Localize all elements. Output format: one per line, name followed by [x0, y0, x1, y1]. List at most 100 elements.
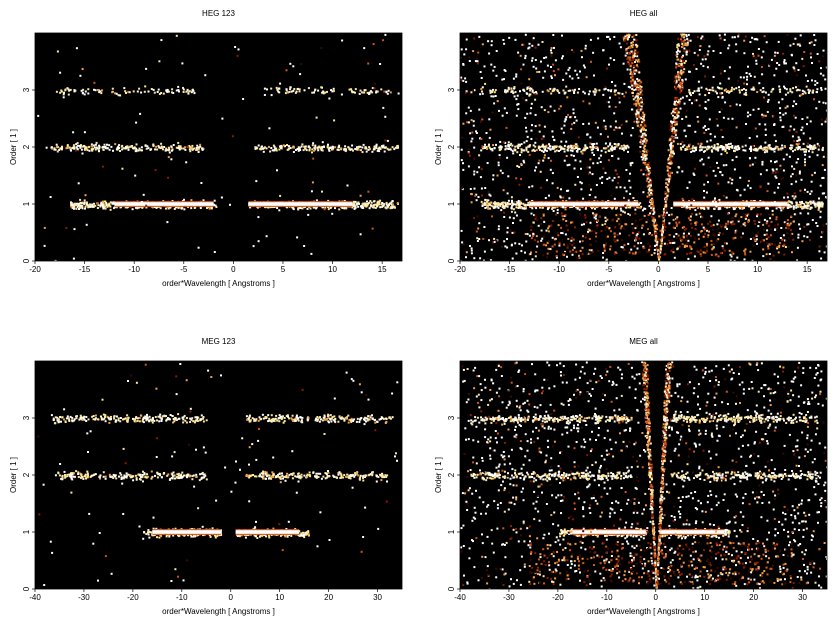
order-1-pixel	[539, 206, 542, 209]
noise-pixel	[521, 244, 523, 247]
low-order-pixel	[694, 237, 697, 240]
noise-pixel	[717, 149, 720, 152]
order-2-pixel	[170, 149, 173, 152]
noise-pixel	[620, 246, 623, 248]
order-1-pixel	[687, 206, 690, 209]
noise-pixel	[462, 63, 465, 65]
order-1-pixel	[208, 207, 211, 210]
order-3-pixel	[350, 90, 353, 93]
order-2-pixel	[749, 145, 752, 148]
low-order-pixel	[684, 239, 687, 242]
order-3-pixel	[797, 88, 800, 91]
zero-order-streak-pixel	[630, 41, 633, 44]
order-2-pixel	[607, 145, 610, 148]
order-2-pixel	[726, 147, 729, 149]
noise-pixel	[665, 211, 668, 214]
zero-order-streak-pixel	[635, 43, 638, 46]
noise-pixel	[712, 200, 714, 203]
low-order-pixel	[772, 254, 775, 257]
noise-pixel	[276, 169, 278, 172]
order-3-pixel	[171, 91, 173, 94]
order-2-pixel	[50, 146, 53, 149]
order-2-pixel	[127, 146, 129, 149]
noise-pixel	[813, 34, 816, 36]
noise-pixel	[321, 190, 323, 193]
noise-pixel	[580, 182, 583, 185]
order-1-pixel	[84, 205, 87, 208]
noise-pixel	[514, 201, 517, 204]
order-2-pixel	[261, 145, 263, 148]
zero-order-streak-pixel	[643, 148, 646, 151]
noise-pixel	[745, 123, 747, 125]
noise-pixel	[719, 37, 722, 40]
order-2-pixel	[538, 145, 541, 148]
noise-pixel	[722, 194, 725, 197]
noise-pixel	[488, 52, 491, 55]
noise-pixel	[498, 109, 500, 112]
noise-pixel	[167, 176, 170, 179]
noise-pixel	[617, 143, 620, 146]
order-2-pixel	[548, 147, 551, 150]
noise-pixel	[703, 55, 706, 58]
zero-order-streak-pixel	[654, 226, 657, 229]
noise-pixel	[568, 66, 571, 69]
order-2-pixel	[738, 147, 740, 150]
noise-pixel	[515, 73, 518, 76]
order-2-pixel	[302, 149, 305, 152]
zero-order-streak-pixel	[654, 232, 657, 235]
noise-pixel	[791, 165, 793, 168]
noise-pixel	[723, 33, 726, 36]
zero-order-streak-pixel	[650, 203, 652, 206]
noise-pixel	[320, 47, 323, 50]
noise-pixel	[551, 182, 554, 185]
noise-pixel	[737, 80, 740, 82]
order-1-pixel	[799, 201, 801, 204]
noise-pixel	[321, 141, 324, 144]
noise-pixel	[779, 107, 782, 110]
noise-pixel	[476, 60, 479, 63]
order-1-pixel	[809, 202, 812, 205]
noise-pixel	[822, 49, 825, 52]
noise-pixel	[486, 162, 489, 164]
order-1-pixel	[91, 205, 94, 208]
noise-pixel	[299, 73, 302, 76]
noise-pixel	[489, 194, 492, 197]
noise-pixel	[749, 238, 752, 240]
order-2-pixel	[348, 147, 351, 150]
noise-pixel	[551, 130, 554, 133]
order-2-pixel	[727, 143, 730, 146]
order-2-pixel	[125, 145, 127, 148]
noise-pixel	[690, 204, 693, 207]
noise-pixel	[762, 201, 765, 204]
zero-order-streak-pixel	[677, 58, 679, 61]
order-1-pixel	[362, 202, 365, 205]
noise-pixel	[795, 103, 798, 105]
order-2-pixel	[726, 145, 729, 148]
noise-pixel	[473, 173, 476, 176]
zero-order-streak-pixel	[673, 136, 676, 139]
noise-pixel	[719, 82, 722, 85]
noise-pixel	[783, 239, 786, 242]
noise-pixel	[79, 74, 82, 77]
noise-pixel	[773, 54, 776, 57]
order-2-pixel	[541, 143, 544, 146]
zero-order-streak-pixel	[638, 98, 641, 100]
order-1-pixel	[489, 207, 491, 210]
noise-pixel	[531, 89, 534, 92]
noise-pixel	[625, 91, 627, 94]
noise-pixel	[729, 259, 732, 261]
noise-pixel	[503, 78, 505, 81]
noise-pixel	[740, 225, 743, 228]
noise-pixel	[626, 35, 629, 38]
order-1-pixel	[801, 207, 804, 210]
noise-pixel	[563, 159, 566, 162]
low-order-pixel	[646, 218, 649, 221]
order-2-pixel	[195, 147, 198, 149]
order-2-pixel	[145, 147, 148, 150]
noise-pixel	[768, 253, 771, 255]
order-1-pixel	[489, 202, 492, 204]
order-1-pixel	[101, 202, 104, 205]
noise-pixel	[709, 166, 712, 169]
noise-pixel	[556, 208, 559, 211]
order-2-pixel	[283, 145, 286, 147]
